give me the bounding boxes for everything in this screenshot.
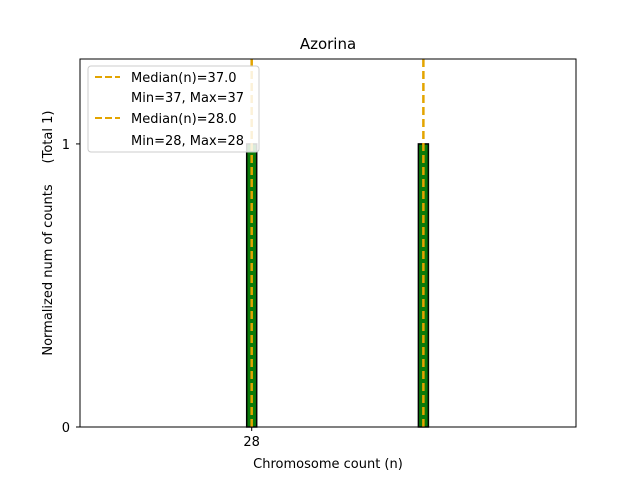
y-tick-label-0: 0 xyxy=(62,421,70,436)
plot-area-frame xyxy=(79,58,577,428)
median-lines-group xyxy=(250,59,425,427)
x-tick-label-28: 28 xyxy=(243,435,260,450)
x-axis-label: Chromosome count (n) xyxy=(253,457,403,472)
legend-median-label-1: Median(n)=37.0 xyxy=(131,71,237,86)
chart-title: Azorina xyxy=(300,35,356,53)
legend-range-label-1: Min=37, Max=37 xyxy=(131,91,244,106)
legend-box xyxy=(87,65,260,153)
y-tick-label-1: 1 xyxy=(62,138,70,153)
x-ticks-group: 28 xyxy=(243,427,260,450)
legend-median-label-2: Median(n)=28.0 xyxy=(131,112,237,127)
legend-range-label-2: Min=28, Max=28 xyxy=(131,134,244,149)
bars-group xyxy=(80,143,455,428)
y-ticks-group: 01 xyxy=(62,138,80,436)
y-axis-label-total: (Total 1) xyxy=(41,111,56,164)
y-axis-label: Normalized num of counts xyxy=(41,184,56,355)
legend: Median(n)=37.0 Min=37, Max=37 Median(n)=… xyxy=(87,65,260,153)
